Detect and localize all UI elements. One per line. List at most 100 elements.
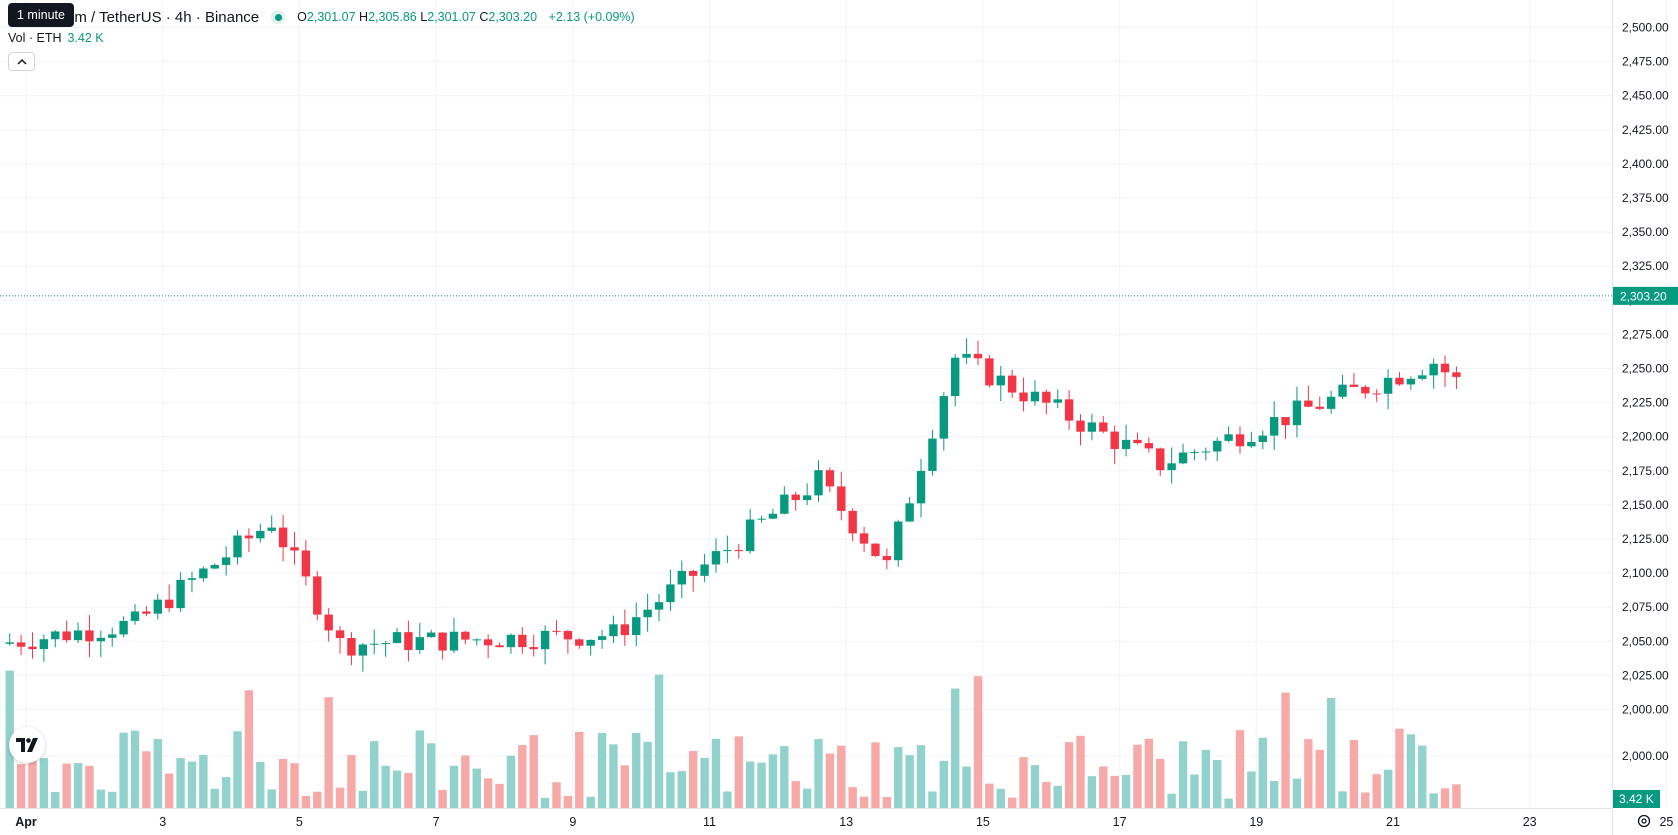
candle-body [894, 521, 903, 561]
candle-body [1452, 372, 1461, 377]
volume-bar [1042, 781, 1051, 808]
tradingview-logo-icon[interactable] [9, 727, 45, 763]
chevron-up-icon [16, 58, 27, 65]
volume-bar [1099, 766, 1108, 808]
high-label: H [359, 10, 369, 24]
volume-bar [814, 739, 823, 808]
price-axis-label: 2,425.00 [1622, 123, 1669, 137]
candle-body [1372, 393, 1381, 395]
low-label: L [420, 10, 428, 24]
candle-body [643, 609, 652, 618]
price-axis-divider [1612, 0, 1613, 835]
volume-bar [39, 758, 49, 808]
candle-body [392, 632, 402, 644]
candle-body [221, 557, 231, 565]
volume-bar [620, 765, 630, 808]
candle-body [164, 599, 174, 609]
price-axis-label: 2,400.00 [1622, 157, 1669, 171]
volume-bar [1019, 757, 1028, 808]
symbol-legend: um / TetherUS · 4h · Binance O 2,301.07 H… [8, 6, 635, 28]
volume-bar [1007, 797, 1017, 808]
candle-body [51, 631, 60, 640]
time-axis-label: 19 [1249, 815, 1263, 829]
candle-body [1235, 434, 1245, 447]
price-axis-label: 2,150.00 [1622, 498, 1669, 512]
time-axis-label: 21 [1386, 815, 1400, 829]
volume-bar [495, 783, 504, 808]
candle-body [426, 632, 436, 638]
volume-bar [518, 744, 527, 808]
candle-body [1178, 452, 1188, 464]
candle-body [905, 503, 914, 522]
volume-bar [335, 787, 345, 808]
candle-body [404, 632, 413, 650]
volume-bar [1418, 745, 1427, 808]
candle-body [859, 533, 869, 544]
volume-bar [1372, 774, 1381, 808]
candle-body [1418, 375, 1427, 379]
low-value: 2,301.07 [427, 10, 476, 24]
candle-body [1099, 422, 1108, 432]
time-axis-label: 17 [1113, 815, 1127, 829]
candle-body [313, 576, 322, 615]
time-axis-label: 5 [296, 815, 303, 829]
collapse-legend-button[interactable] [8, 52, 35, 71]
volume-bar [324, 697, 333, 808]
volume-bar [483, 778, 493, 808]
candle-body [711, 551, 721, 565]
candle-body [1007, 375, 1017, 393]
symbol-title[interactable]: um / TetherUS · 4h · Binance [66, 8, 260, 26]
volume-bar [654, 674, 664, 808]
candle-body [153, 599, 162, 614]
volume-bar [73, 762, 83, 808]
volume-bar [552, 782, 561, 808]
candle-body [16, 642, 26, 647]
volume-bar [16, 764, 26, 808]
volume-bar [871, 742, 880, 808]
candle-body [62, 631, 71, 641]
candle-body [518, 634, 527, 648]
candle-body [985, 358, 994, 386]
volume-bar [164, 773, 174, 808]
candle-body [1247, 441, 1256, 447]
candle-body [461, 631, 470, 640]
time-axis-label: 11 [703, 815, 716, 829]
volume-bar [677, 771, 686, 808]
open-label: O [297, 10, 307, 24]
candle-body [483, 639, 493, 646]
candle-body [39, 639, 49, 650]
volume-value: 3.42 K [67, 31, 104, 45]
volume-bar [1292, 778, 1302, 808]
volume-bar [244, 690, 254, 808]
candle-body [1087, 422, 1097, 432]
current-price-label: 2,303.20 [1620, 289, 1667, 303]
volume-bar [1258, 737, 1267, 808]
volume-bar [130, 730, 140, 808]
volume-bar [28, 745, 37, 808]
candle-body [1042, 391, 1051, 403]
candle-body [142, 611, 151, 614]
candle-body [176, 579, 185, 609]
candle-body [495, 645, 504, 648]
volume-label[interactable]: Vol · ETH [8, 31, 62, 45]
volume-bar [142, 751, 151, 808]
ohlc-values: O2,301.07 H2,305.86 L2,301.07 C2,303.20 … [297, 10, 635, 24]
volume-bar [506, 755, 516, 808]
volume-bar [1281, 692, 1290, 808]
candle-body [848, 510, 857, 534]
price-axis-label: 2,000.00 [1622, 703, 1669, 717]
settings-icon[interactable] [1635, 812, 1653, 830]
candle-body [723, 550, 732, 552]
volume-bar [973, 676, 983, 808]
volume-bar [962, 766, 971, 808]
volume-bar [62, 763, 71, 808]
volume-bar [939, 760, 949, 808]
volume-bar [1429, 793, 1438, 808]
candle-body [130, 611, 140, 621]
volume-bar [187, 761, 197, 808]
candle-body [506, 634, 516, 648]
candle-body [814, 470, 823, 496]
candle-body [666, 584, 675, 603]
candle-body [472, 639, 481, 641]
